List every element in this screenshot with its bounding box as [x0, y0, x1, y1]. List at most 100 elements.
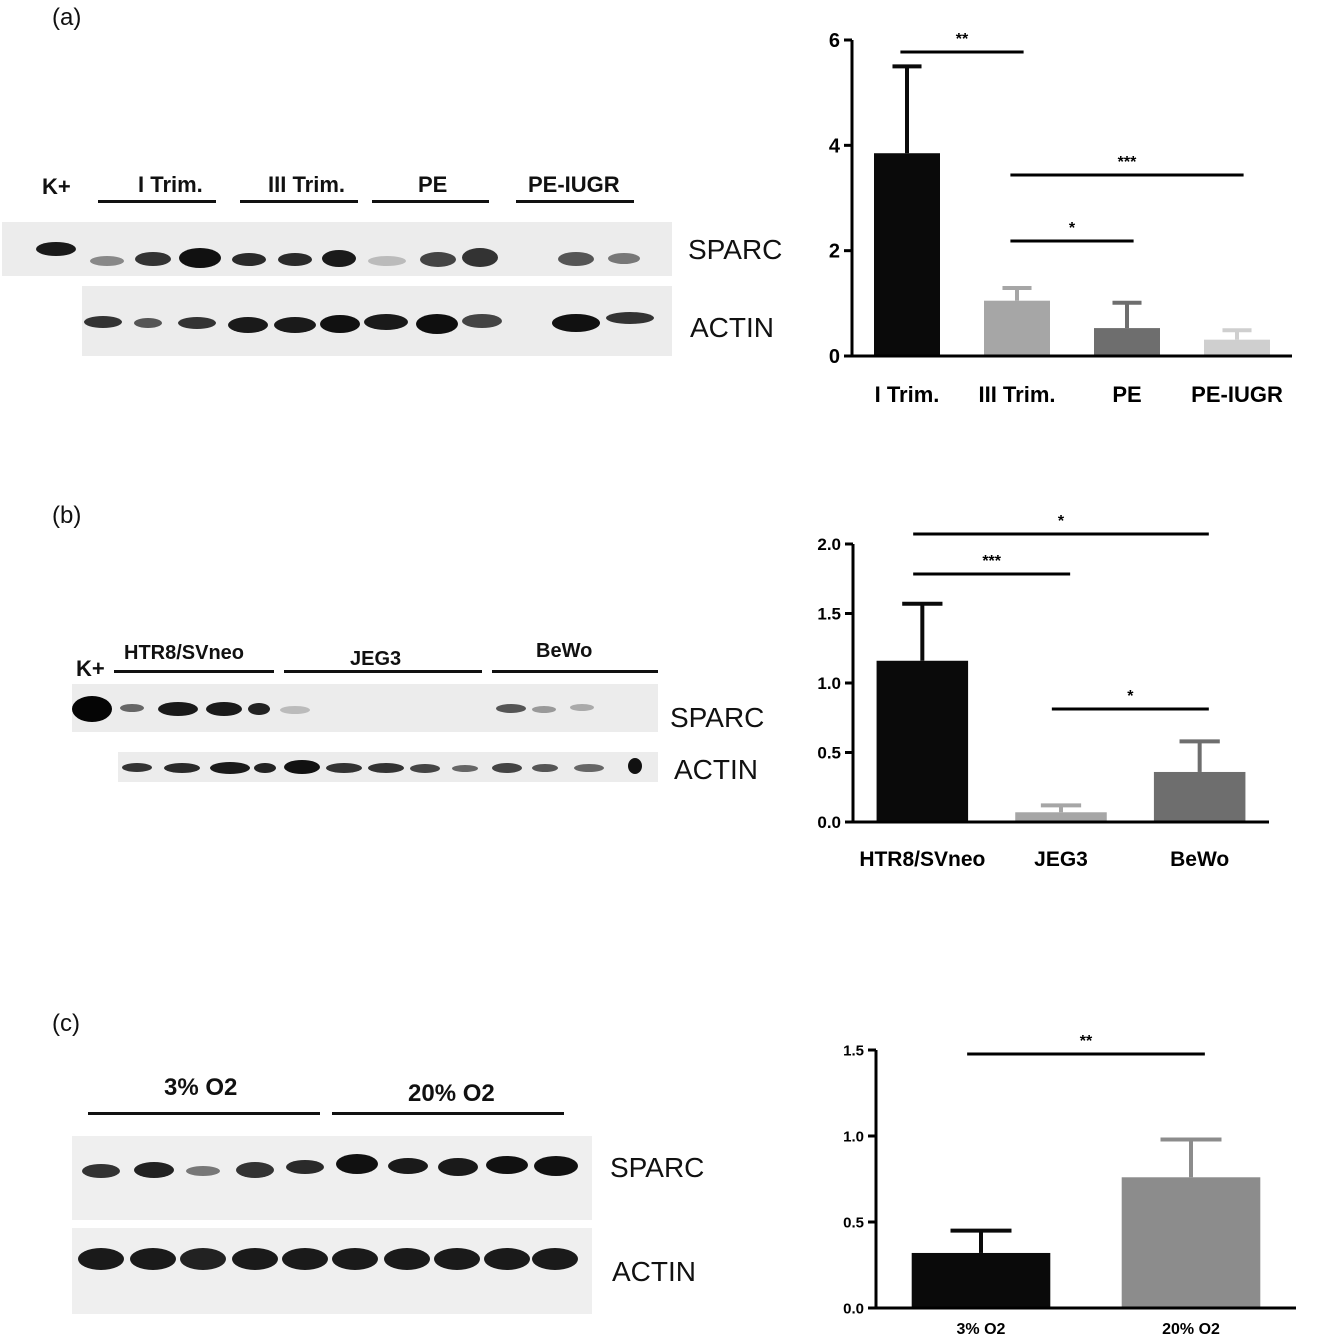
- blot-b-row-label: SPARC: [670, 702, 765, 733]
- blot-band: [434, 1248, 480, 1270]
- blot-band: [558, 252, 594, 266]
- blot-band: [248, 703, 270, 715]
- blot-a-group-label: I Trim.: [138, 172, 203, 197]
- y-tick-label: 2: [829, 241, 840, 263]
- blot-c-row-label: ACTIN: [612, 1256, 696, 1287]
- blot-band: [336, 1154, 378, 1174]
- significance-label: ***: [982, 553, 1001, 570]
- y-tick-label: 1.5: [843, 1042, 864, 1059]
- y-tick-label: 6: [829, 30, 840, 52]
- blot-band: [552, 314, 600, 332]
- significance-label: **: [1080, 1033, 1093, 1050]
- bar: [1204, 339, 1270, 356]
- blot-a-k-label: K+: [42, 174, 71, 199]
- blot-band: [84, 316, 122, 328]
- significance-label: **: [956, 31, 969, 48]
- blot-band: [532, 706, 556, 713]
- blot-band: [608, 253, 640, 264]
- blot-band: [254, 763, 276, 773]
- bar: [1015, 812, 1107, 822]
- panel-a-label: (a): [52, 4, 82, 31]
- blot-b-k-label: K+: [76, 656, 105, 681]
- blot-b-actin-strip: [118, 752, 658, 782]
- blot-band: [282, 1248, 328, 1270]
- blot-band: [284, 760, 320, 774]
- blot-a-actin-strip: [82, 286, 672, 356]
- blot-b-sparc-strip: [72, 684, 658, 732]
- blot-a-row-label: ACTIN: [690, 312, 774, 343]
- blot-band: [462, 248, 498, 267]
- blot-band: [82, 1164, 120, 1178]
- blot-band: [36, 242, 76, 256]
- blot-band: [320, 315, 360, 333]
- bar: [1094, 328, 1160, 356]
- blot-band: [492, 763, 522, 773]
- blot-band: [384, 1248, 430, 1270]
- blot-b-group-line: [114, 670, 274, 673]
- blot-b-group-label: HTR8/SVneo: [124, 642, 245, 664]
- blot-c-group-label: 20% O2: [408, 1080, 495, 1107]
- blot-band: [416, 314, 458, 334]
- blot-band: [130, 1248, 176, 1270]
- blot-b-group-line: [492, 670, 658, 673]
- blot-c-group-line: [88, 1112, 320, 1115]
- x-tick-label: JEG3: [1034, 848, 1088, 871]
- bar: [984, 300, 1050, 356]
- blot-a-group-line: [98, 200, 216, 203]
- x-tick-label: PE-IUGR: [1191, 382, 1283, 407]
- blot-band: [452, 765, 478, 772]
- blot-band: [206, 702, 242, 716]
- blot-band: [496, 704, 526, 713]
- blot-a-group-label: PE-IUGR: [528, 172, 620, 197]
- bar: [911, 1252, 1051, 1308]
- blot-a-group-label: PE: [418, 172, 448, 197]
- blot-band: [90, 256, 124, 266]
- blot-a-group-line: [516, 200, 634, 203]
- blot-band: [574, 764, 604, 772]
- blot-band: [135, 252, 171, 266]
- bar: [876, 660, 969, 822]
- y-tick-label: 4: [829, 135, 841, 157]
- blot-band: [532, 1248, 578, 1270]
- blot-c-sparc-strip: [72, 1136, 592, 1220]
- blot-band: [210, 762, 250, 774]
- y-tick-label: 2.0: [817, 535, 841, 554]
- y-tick-label: 0.5: [843, 1214, 864, 1231]
- blot-b-group-label: BeWo: [536, 640, 593, 662]
- blot-band: [534, 1156, 578, 1176]
- bar-chart-c: 0.0 0.5 1.0 1.5 3% O2 20% O2 **: [843, 1033, 1296, 1338]
- blot-band: [368, 256, 406, 266]
- blot-c-row-label: SPARC: [610, 1152, 705, 1183]
- blot-band: [134, 1162, 174, 1178]
- blot-band: [606, 312, 654, 324]
- significance-label: *: [1069, 220, 1076, 237]
- blot-c-group-label: 3% O2: [164, 1074, 238, 1101]
- blot-a-group-line: [240, 200, 358, 203]
- blot-band: [278, 253, 312, 266]
- blot-band: [322, 250, 356, 267]
- blot-band: [122, 763, 152, 772]
- blot-a-row-label: SPARC: [688, 234, 783, 265]
- blot-band: [186, 1166, 220, 1176]
- y-tick-label: 0: [829, 346, 840, 368]
- blot-band: [486, 1156, 528, 1174]
- y-tick-label: 1.0: [817, 674, 841, 693]
- blot-band: [164, 763, 200, 773]
- blot-band: [72, 696, 112, 722]
- blot-band: [420, 252, 456, 267]
- blot-b-row-label: ACTIN: [674, 754, 758, 785]
- blot-band: [438, 1158, 478, 1176]
- panel-c-label: (c): [52, 1010, 80, 1037]
- y-tick-label: 0.0: [843, 1300, 864, 1317]
- blot-c-actin-strip: [72, 1228, 592, 1314]
- x-tick-label: III Trim.: [978, 382, 1055, 407]
- blot-band: [462, 314, 502, 328]
- blot-band: [179, 248, 221, 268]
- blot-b-group-label: JEG3: [350, 648, 402, 670]
- blot-band: [158, 702, 198, 716]
- x-tick-label: 20% O2: [1162, 1321, 1220, 1338]
- y-tick-label: 0.0: [817, 813, 841, 832]
- blot-band: [232, 1248, 278, 1270]
- x-tick-label: BeWo: [1170, 848, 1229, 871]
